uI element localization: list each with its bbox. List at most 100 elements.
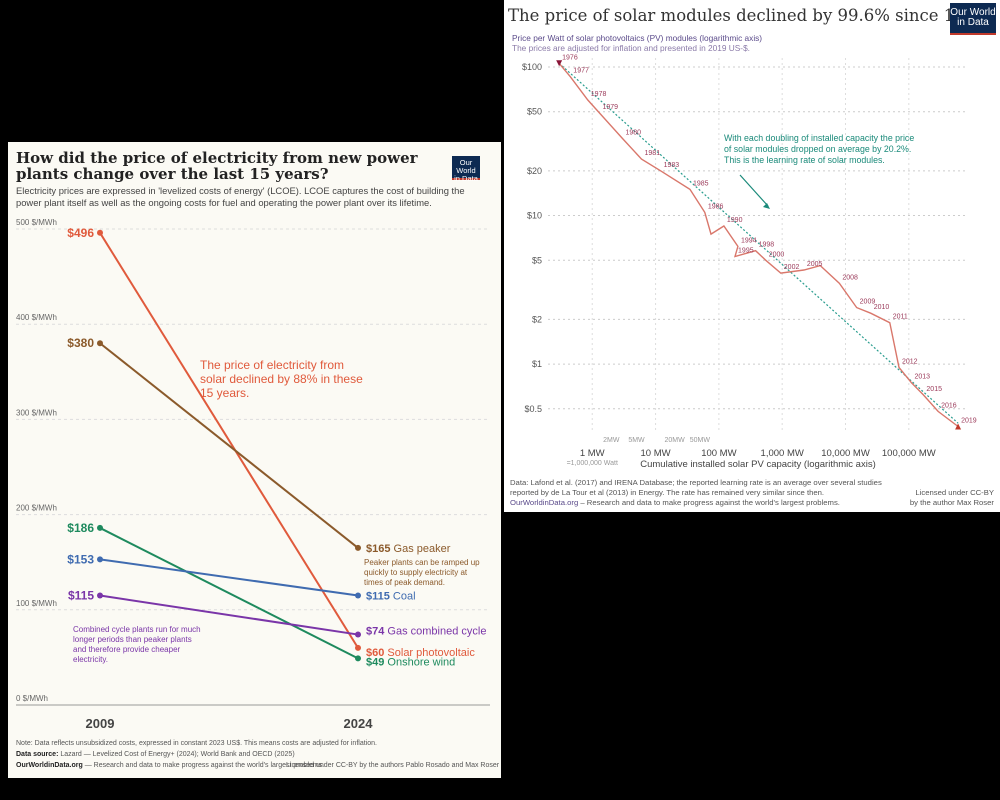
- learning-rate-annotation-line: With each doubling of installed capacity…: [724, 133, 914, 143]
- y-tick-label: $5: [532, 255, 542, 265]
- end-marker: [955, 423, 962, 430]
- end-value: $165: [366, 543, 390, 555]
- year-label: 2011: [893, 314, 908, 321]
- end-value-label: $115 Coal: [366, 591, 416, 603]
- x-minor-tick-label: 50MW: [690, 437, 711, 444]
- year-label: 1981: [645, 150, 661, 157]
- left-chart-panel: How did the price of electricity from ne…: [8, 142, 501, 778]
- year-label: 1980: [625, 130, 641, 137]
- right-chart-title: The price of solar modules declined by 9…: [508, 6, 986, 25]
- gas-peaker-annotation: Peaker plants can be ramped up quickly to…: [364, 558, 480, 587]
- y-tick-label: 500 $/MWh: [16, 218, 57, 227]
- owid-logo[interactable]: Our World in Data: [452, 156, 480, 183]
- y-tick-label: $20: [527, 166, 542, 176]
- y-tick-label: $0.5: [524, 404, 542, 414]
- left-chart-license: Licensed under CC-BY by the authors Pabl…: [286, 762, 500, 769]
- series-point: [355, 655, 361, 662]
- lcoe-chart: 0 $/MWh 100 $/MWh 200 $/MWh 300 $/MWh 400 $/…: [16, 218, 490, 731]
- right-chart-source: Data: Lafond et al. (2017) and IRENA Dat…: [510, 478, 882, 497]
- right-chart-subtitle: Price per Watt of solar photovoltaics (P…: [512, 33, 762, 53]
- year-label: 2016: [941, 402, 957, 409]
- year-label: 2019: [961, 418, 977, 425]
- gas-peaker-annotation-line: quickly to supply electricity at: [364, 568, 468, 577]
- start-value-label: $380: [67, 336, 94, 350]
- end-value: $74: [366, 626, 385, 638]
- learning-rate-annotation-line: This is the learning rate of solar modul…: [724, 155, 885, 165]
- y-tick-label: $50: [527, 107, 542, 117]
- series-point: [97, 229, 103, 236]
- series-line: [99, 594, 359, 636]
- annotation-arrowhead: [763, 203, 770, 209]
- owid-logo-line2: in Data: [454, 174, 478, 183]
- series-line: [99, 232, 359, 649]
- left-chart-source: Data source: Lazard — Levelized Cost of …: [16, 751, 295, 758]
- year-label: 2009: [860, 299, 876, 306]
- year-label: 1994: [741, 237, 757, 244]
- x-minor-tick-label: 5MW: [628, 437, 645, 444]
- license-line1: Licensed under CC-BY: [915, 488, 994, 497]
- year-label: 2008: [842, 274, 858, 281]
- year-label: 2005: [807, 261, 823, 268]
- gas-peaker-annotation-line: Peaker plants can be ramped up: [364, 558, 480, 567]
- year-label: 2015: [926, 386, 942, 393]
- series-line: [99, 342, 359, 549]
- license-line2: by the author Max Roser: [909, 498, 994, 507]
- year-label: 1983: [664, 162, 680, 169]
- x-tick-label: 1 MW: [580, 448, 605, 459]
- year-label: 2012: [902, 358, 918, 365]
- combined-cycle-annotation-line: Combined cycle plants run for much: [73, 625, 201, 634]
- y-tick-label: 300 $/MWh: [16, 408, 57, 417]
- footer-site-link[interactable]: OurWorldinData.org: [16, 762, 83, 769]
- y-tick-label: 100 $/MWh: [16, 599, 57, 608]
- year-label: 1995: [738, 248, 754, 255]
- solar-annotation: The price of electricity from solar decli…: [200, 358, 363, 400]
- annotation-arrow: [739, 174, 769, 207]
- x-tick-label: 10 MW: [641, 448, 671, 459]
- end-value-label: $49 Onshore wind: [366, 656, 455, 668]
- learning-rate-trendline: [558, 62, 959, 424]
- footer-text: — Research and data to make progress aga…: [82, 762, 325, 769]
- solar-annotation-line: solar declined by 88% in these: [200, 372, 363, 386]
- mw-note: =1,000,000 Watt: [567, 460, 618, 467]
- x-tick-label: 1,000 MW: [761, 448, 804, 459]
- year-label: 2010: [874, 304, 890, 311]
- solar-annotation-line: The price of electricity from: [200, 358, 344, 372]
- x-minor-tick-label: 20MW: [665, 437, 686, 444]
- series-point: [355, 644, 361, 651]
- y-tick-label: 0 $/MWh: [16, 694, 48, 703]
- y-tick-label: $10: [527, 211, 542, 221]
- series-name: Coal: [390, 591, 416, 603]
- combined-cycle-annotation-line: electricity.: [73, 655, 108, 664]
- year-label: 2000: [769, 251, 785, 258]
- year-label: 1985: [693, 180, 709, 187]
- series-name: Onshore wind: [384, 656, 455, 668]
- x-tick-label: 10,000 MW: [821, 448, 870, 459]
- series-name: Solar photovoltaic: [384, 647, 475, 659]
- start-value-label: $115: [68, 589, 94, 603]
- start-marker: [556, 60, 563, 67]
- series-point: [97, 556, 103, 563]
- subtitle-line1: Price per Watt of solar photovoltaics (P…: [512, 33, 763, 43]
- combined-cycle-annotation-line: longer periods than peaker plants: [73, 635, 192, 644]
- year-label: 2002: [784, 264, 800, 271]
- series-line: [99, 527, 359, 660]
- owid-logo-line2: in Data: [957, 17, 989, 28]
- year-label: 1976: [562, 54, 578, 61]
- gas-peaker-annotation-line: times of peak demand.: [364, 578, 445, 587]
- footer-site-link[interactable]: OurWorldinData.org: [510, 498, 579, 507]
- year-label: 2013: [914, 374, 930, 381]
- x-category-label: 2009: [86, 716, 115, 731]
- end-value: $115: [366, 591, 390, 603]
- left-chart-subtitle: Electricity prices are expressed in 'lev…: [16, 185, 465, 208]
- year-label: 1990: [727, 217, 743, 224]
- combined-cycle-annotation-line: and therefore provide cheaper: [73, 645, 181, 654]
- start-value-label: $186: [67, 521, 94, 535]
- left-chart-footer: OurWorldinData.org — Research and data t…: [16, 762, 324, 769]
- combined-cycle-annotation: Combined cycle plants run for much longer…: [73, 625, 201, 664]
- end-value-label: $74 Gas combined cycle: [366, 626, 486, 638]
- series-name: Gas combined cycle: [384, 626, 486, 638]
- y-tick-label: 400 $/MWh: [16, 313, 57, 322]
- y-tick-label: 200 $/MWh: [16, 504, 57, 513]
- year-label: 1979: [602, 104, 618, 111]
- owid-logo[interactable]: Our World in Data: [950, 3, 996, 35]
